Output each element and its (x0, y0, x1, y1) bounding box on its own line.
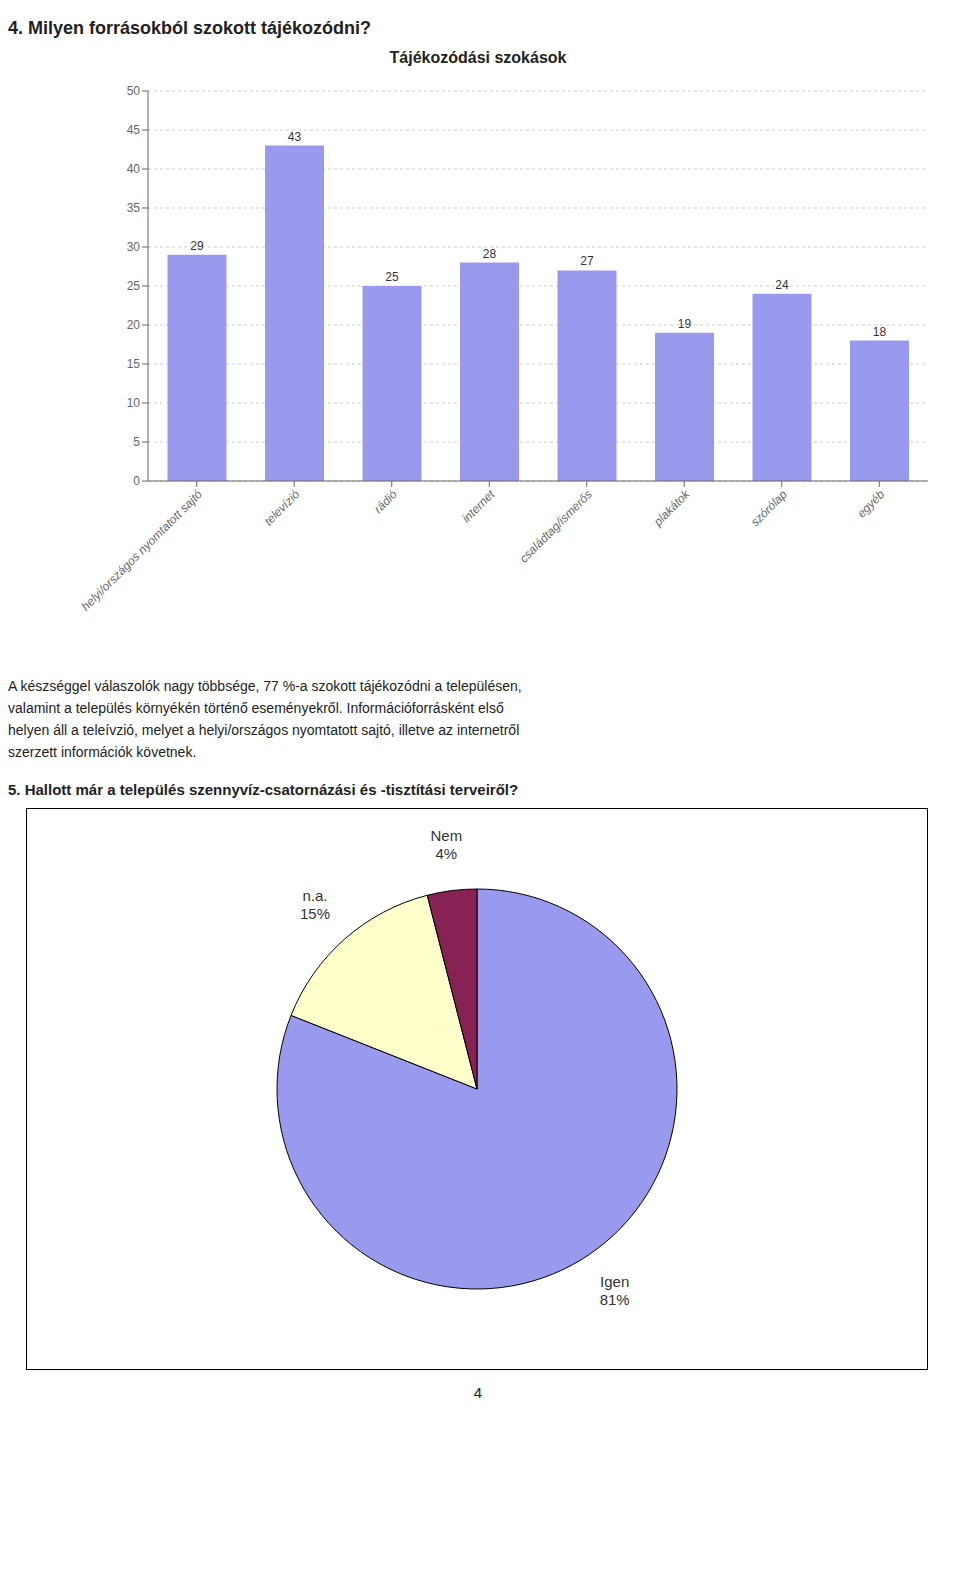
svg-text:24: 24 (775, 278, 789, 292)
svg-text:25: 25 (385, 270, 399, 284)
svg-text:10: 10 (127, 396, 141, 410)
svg-text:40: 40 (127, 162, 141, 176)
svg-text:19: 19 (678, 317, 692, 331)
html-text:helyen áll a teleívzió, melyet: helyen áll a teleívzió, melyet a helyi/o… (8, 722, 520, 738)
svg-text:35: 35 (127, 201, 141, 215)
html-text:szerzett információk követnek.: szerzett információk követnek. (8, 744, 197, 760)
svg-text:28: 28 (483, 247, 497, 261)
svg-text:30: 30 (127, 240, 141, 254)
svg-text:családtag/ismerős: családtag/ismerős (517, 487, 595, 565)
html-text:5. Hallott már a település sze: 5. Hallott már a település szennyvíz-csa… (8, 781, 519, 798)
svg-text:0: 0 (133, 474, 140, 488)
svg-text:Igen81%: Igen81% (600, 1273, 630, 1308)
svg-text:helyi/országos nyomtatott sajt: helyi/országos nyomtatott sajtó (79, 487, 206, 614)
svg-text:egyéb: egyéb (854, 487, 887, 520)
svg-text:15: 15 (127, 357, 141, 371)
svg-text:25: 25 (127, 279, 141, 293)
html-text:4. Milyen forrásokból szokott: 4. Milyen forrásokból szokott tájékozódn… (8, 18, 372, 38)
svg-text:rádió: rádió (371, 487, 400, 516)
svg-text:televízió: televízió (261, 487, 302, 528)
svg-text:szórólap: szórólap (748, 487, 790, 529)
svg-text:29: 29 (190, 239, 204, 253)
html-text:valamint a település környékén: valamint a település környékén történő e… (8, 700, 504, 716)
svg-text:5: 5 (133, 435, 140, 449)
svg-text:20: 20 (127, 318, 141, 332)
svg-text:n.a.15%: n.a.15% (300, 887, 330, 922)
svg-text:internet: internet (459, 487, 498, 526)
svg-text:43: 43 (288, 130, 302, 144)
svg-text:plakátok: plakátok (650, 487, 693, 530)
svg-text:50: 50 (127, 84, 141, 98)
html-text:Tájékozódási szokások: Tájékozódási szokások (389, 49, 567, 66)
svg-text:18: 18 (873, 325, 887, 339)
html-text:4: 4 (473, 1384, 483, 1401)
html-text:A készséggel válaszolók nagy t: A készséggel válaszolók nagy többsége, 7… (8, 678, 522, 694)
svg-text:Nem4%: Nem4% (430, 827, 462, 862)
svg-text:27: 27 (580, 254, 594, 268)
svg-text:45: 45 (127, 123, 141, 137)
